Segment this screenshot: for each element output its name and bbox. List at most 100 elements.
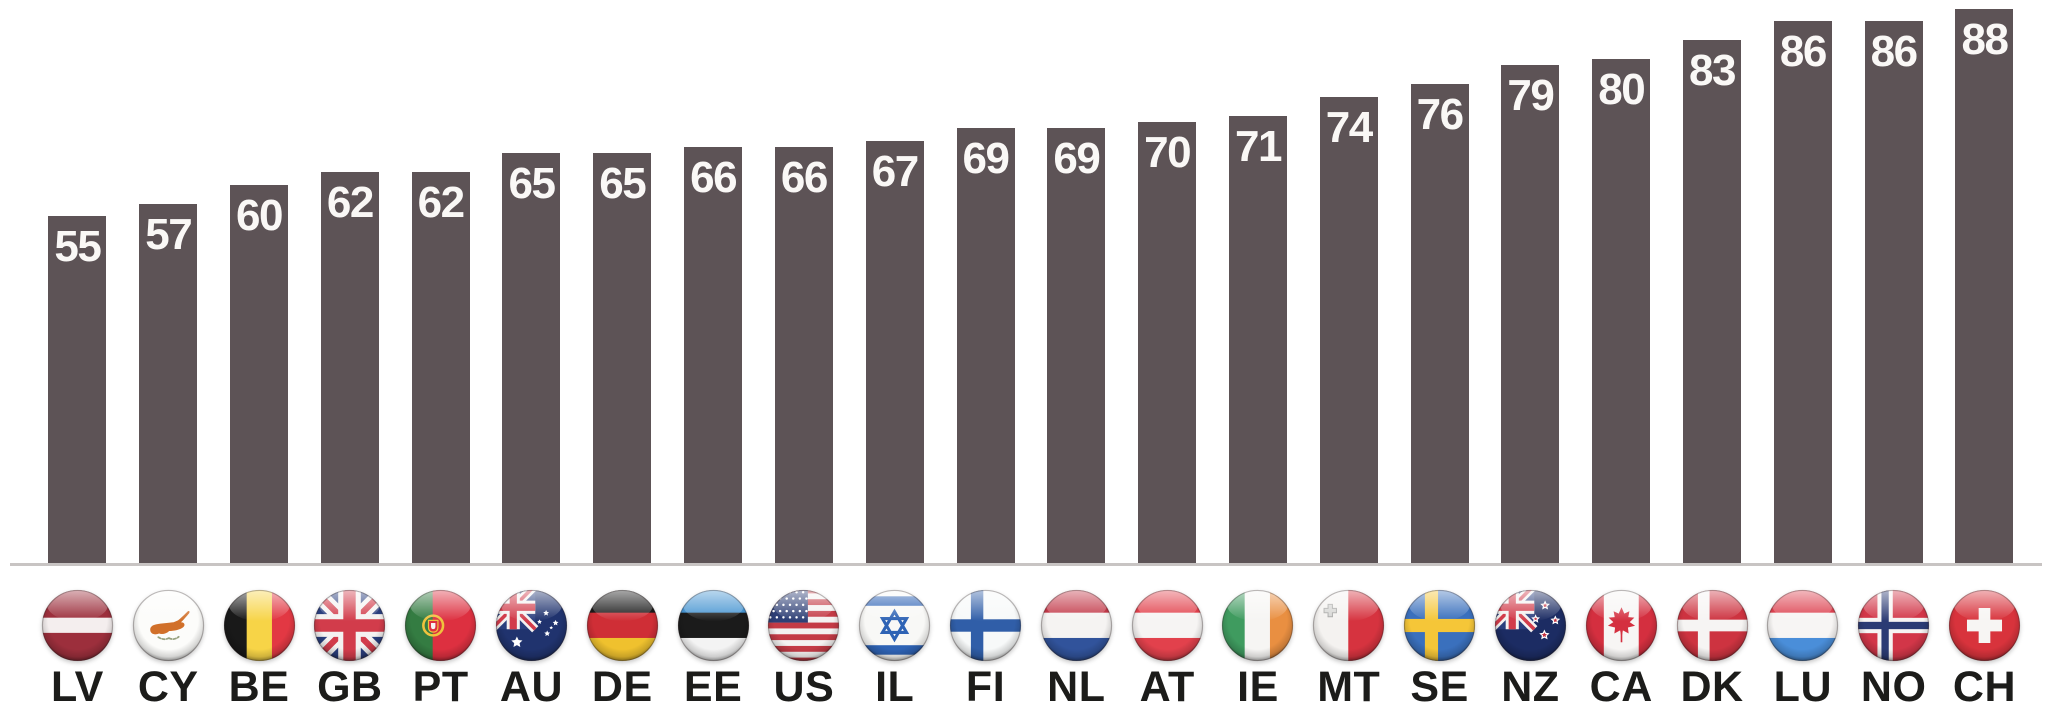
bar: 62 [320, 172, 379, 563]
bar-value-label: 62 [326, 178, 374, 227]
bar-zone: 65 [593, 0, 652, 563]
country-column: 80 CA [1576, 0, 1667, 711]
bar-value-label: 65 [599, 159, 646, 208]
flag-ch-icon [1948, 589, 2021, 662]
country-column: 66 US [759, 0, 850, 711]
bar-value-label: 70 [1144, 128, 1191, 177]
bar-zone: 57 [139, 0, 198, 563]
flag-se-icon [1403, 589, 1476, 662]
bar-zone: 66 [774, 0, 833, 563]
bar-zone: 86 [1864, 0, 1923, 563]
bar-value-label: 66 [690, 153, 737, 202]
flag-be-icon [223, 589, 296, 662]
bar-value-label: 74 [1325, 103, 1373, 152]
flag-pt-icon [404, 589, 477, 662]
bar-zone: 86 [1773, 0, 1832, 563]
country-column: 62 GB [304, 0, 395, 711]
bar: 79 [1501, 65, 1560, 563]
country-code-label: CY [137, 663, 199, 711]
bar-zone: 70 [1138, 0, 1197, 563]
country-code-label: NL [1047, 663, 1106, 711]
bar-zone: 80 [1592, 0, 1651, 563]
country-code-label: GB [317, 663, 383, 711]
flag-ie-icon [1221, 589, 1294, 662]
country-column: 67 IL [849, 0, 940, 711]
bar-value-label: 79 [1507, 71, 1554, 120]
country-column: 86 NO [1848, 0, 1939, 711]
bar: 86 [1773, 21, 1832, 563]
country-code-label: FI [965, 663, 1006, 711]
bar-value-label: 57 [145, 210, 192, 259]
bar-zone: 66 [684, 0, 743, 563]
flag-lv-icon [41, 589, 114, 662]
flag-ca-icon [1585, 589, 1658, 662]
country-code-label: CA [1589, 663, 1653, 711]
flag-fi-icon [949, 589, 1022, 662]
x-axis-line [10, 563, 2042, 566]
flag-cy-icon [132, 589, 205, 662]
bar-value-label: 62 [417, 178, 465, 227]
bar-zone: 79 [1501, 0, 1560, 563]
bar: 62 [411, 172, 470, 563]
bar: 60 [230, 185, 289, 563]
bar-zone: 60 [230, 0, 289, 563]
bar-zone: 69 [1047, 0, 1106, 563]
country-code-label: PT [412, 663, 469, 711]
bar-value-label: 71 [1234, 122, 1282, 171]
country-column: 62 PT [395, 0, 486, 711]
country-code-label: LV [51, 663, 104, 711]
country-code-label: BE [228, 663, 290, 711]
bar: 66 [774, 147, 833, 563]
bar: 80 [1592, 59, 1651, 563]
country-code-label: DK [1680, 663, 1744, 711]
country-column: 86 LU [1757, 0, 1848, 711]
bar-value-label: 66 [780, 153, 828, 202]
country-column: 71 IE [1213, 0, 1304, 711]
bar: 83 [1683, 40, 1742, 563]
country-code-label: NO [1860, 663, 1927, 711]
flag-nl-icon [1040, 589, 1113, 662]
bar: 86 [1864, 21, 1923, 563]
country-code-label: CH [1952, 663, 2017, 711]
country-column: 88 CH [1939, 0, 2030, 711]
country-code-label: US [773, 663, 835, 711]
bar: 70 [1138, 122, 1197, 563]
bar-zone: 62 [411, 0, 470, 563]
country-code-label: LU [1773, 663, 1832, 711]
bar-value-label: 60 [236, 191, 283, 240]
flag-mt-icon [1312, 589, 1385, 662]
country-column: 70 AT [1122, 0, 1213, 711]
country-column: 69 FI [940, 0, 1031, 711]
bar: 67 [865, 141, 924, 563]
bar-zone: 71 [1228, 0, 1287, 563]
flag-at-icon [1131, 589, 1204, 662]
bar-zone: 55 [48, 0, 107, 563]
bar-zone: 69 [956, 0, 1015, 563]
country-column: 83 DK [1667, 0, 1758, 711]
country-code-label: AU [499, 663, 564, 711]
chart-columns: 55 LV 57 [32, 0, 2030, 711]
country-code-label: IE [1237, 663, 1279, 711]
bar-value-label: 69 [962, 134, 1010, 183]
bar-zone: 65 [502, 0, 561, 563]
flag-no-icon [1857, 589, 1930, 662]
bar-zone: 62 [320, 0, 379, 563]
bar-zone: 74 [1319, 0, 1378, 563]
flag-gb-icon [313, 589, 386, 662]
bar: 55 [48, 216, 107, 563]
country-column: 60 BE [214, 0, 305, 711]
flag-dk-icon [1676, 589, 1749, 662]
country-column: 65 DE [577, 0, 668, 711]
country-code-label: DE [591, 663, 653, 711]
country-column: 65 AU [486, 0, 577, 711]
country-column: 79 NZ [1485, 0, 1576, 711]
country-code-label: IL [875, 663, 915, 711]
bar: 88 [1955, 9, 2014, 563]
bar-value-label: 80 [1598, 65, 1645, 114]
bar-value-label: 65 [508, 159, 555, 208]
bar: 65 [502, 153, 561, 563]
flag-lu-icon [1766, 589, 1839, 662]
bar-zone: 83 [1683, 0, 1742, 563]
country-column: 55 LV [32, 0, 123, 711]
